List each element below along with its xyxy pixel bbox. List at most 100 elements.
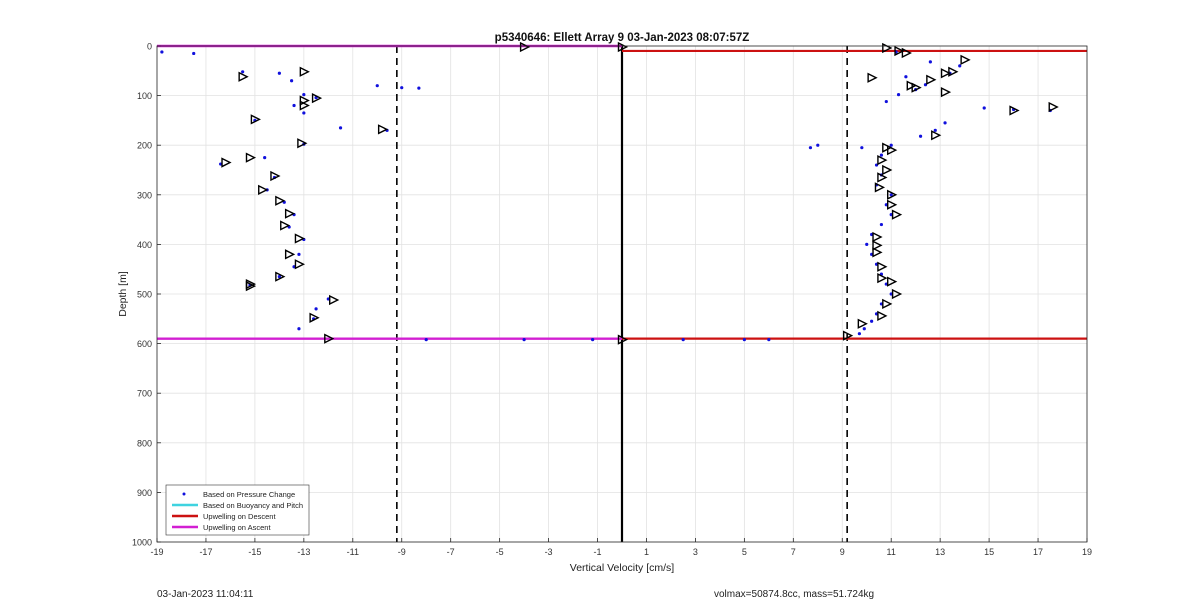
- pressure-point: [816, 143, 820, 147]
- triangle-marker: [280, 220, 291, 231]
- y-tick-label: 0: [147, 42, 152, 52]
- y-tick-label: 600: [137, 339, 152, 349]
- x-tick-label: 17: [1033, 547, 1043, 557]
- triangle-marker: [877, 310, 888, 321]
- pressure-point: [884, 99, 888, 104]
- triangle-marker: [926, 74, 937, 85]
- triangle-marker: [245, 280, 257, 292]
- triangle-marker: [872, 247, 883, 258]
- x-tick-label: 13: [935, 547, 945, 557]
- triangle-marker: [874, 182, 886, 193]
- x-tick-label: -17: [199, 547, 212, 557]
- legend: Based on Pressure Change Based on Buoyanc…: [165, 484, 310, 536]
- pressure-point: [808, 146, 813, 150]
- pressure-point: [417, 86, 421, 90]
- y-tick-label: 200: [137, 141, 152, 151]
- pressure-point: [160, 50, 164, 54]
- triangle-marker: [309, 312, 320, 323]
- y-tick-label: 700: [137, 389, 152, 399]
- y-axis-label: Depth [m]: [117, 271, 129, 317]
- pressure-point: [292, 103, 296, 108]
- pressure-point: [857, 332, 861, 336]
- triangle-marker: [329, 294, 340, 306]
- pressure-point: [338, 126, 343, 130]
- pressure-point: [958, 64, 962, 68]
- triangle-marker: [324, 333, 335, 344]
- x-tick-label: -9: [398, 547, 406, 557]
- triangle-marker: [931, 130, 942, 141]
- pressure-point: [263, 156, 267, 160]
- triangle-marker: [887, 145, 898, 156]
- x-tick-label: -5: [496, 547, 504, 557]
- pressure-point: [290, 79, 294, 83]
- triangle-marker: [284, 208, 296, 219]
- triangle-marker: [867, 72, 878, 83]
- x-tick-label: -15: [248, 547, 261, 557]
- pressure-point: [889, 193, 893, 197]
- triangle-marker: [891, 288, 903, 300]
- legend-label: Upwelling on Ascent: [203, 523, 271, 532]
- footer-stats: volmax=50874.8cc, mass=51.724kg: [714, 589, 875, 600]
- triangle-marker: [948, 66, 959, 77]
- triangle-marker: [377, 124, 389, 135]
- axis-ticks: -19 -17 -15 -13 -11 -9 -7 -5 -3 -1 1 3 5 7 9 11 13 15 17 19…: [132, 42, 1092, 558]
- pressure-point: [591, 338, 595, 342]
- triangle-marker: [882, 142, 893, 153]
- pressure-point: [879, 153, 884, 157]
- pressure-point: [928, 60, 932, 64]
- y-tick-label: 800: [137, 438, 152, 448]
- pressure-point: [918, 134, 923, 138]
- triangle-marker: [311, 92, 323, 104]
- pressure-point: [896, 93, 901, 97]
- pressure-point: [277, 71, 281, 75]
- triangle-marker: [299, 66, 310, 77]
- x-tick-label: 15: [984, 547, 994, 557]
- triangle-marker: [297, 138, 308, 149]
- pressure-point: [241, 70, 245, 74]
- triangle-marker: [294, 233, 306, 244]
- pressure-point: [904, 75, 908, 79]
- triangle-marker: [250, 114, 261, 125]
- triangle-marker: [872, 240, 883, 251]
- y-tick-label: 900: [137, 488, 152, 498]
- triangle-marker: [901, 47, 912, 59]
- x-tick-label: 1: [644, 547, 649, 557]
- triangle-marker: [940, 86, 952, 98]
- triangle-marker: [275, 271, 286, 282]
- triangle-marker: [1009, 105, 1020, 116]
- y-tick-label: 1000: [132, 538, 152, 548]
- pressure-point: [982, 106, 986, 110]
- x-axis-label: Vertical Velocity [cm/s]: [570, 562, 675, 574]
- x-tick-label: -7: [447, 547, 455, 557]
- legend-label: Based on Pressure Change: [203, 490, 295, 499]
- triangle-marker: [887, 199, 898, 210]
- x-tick-label: -19: [150, 547, 163, 557]
- triangle-marker: [294, 259, 306, 270]
- legend-label: Upwelling on Descent: [203, 512, 276, 521]
- legend-label: Based on Buoyancy and Pitch: [203, 501, 303, 510]
- footer-timestamp: 03-Jan-2023 11:04:11: [157, 589, 254, 600]
- triangle-marker: [882, 298, 893, 310]
- triangle-marker: [270, 170, 281, 182]
- pressure-point: [302, 111, 306, 115]
- triangle-markers: [221, 41, 1059, 345]
- pressure-point: [862, 327, 866, 331]
- x-tick-label: 7: [791, 547, 796, 557]
- data-points: [160, 50, 1052, 342]
- triangle-marker: [238, 71, 249, 82]
- pressure-point: [192, 51, 196, 56]
- triangle-marker: [887, 276, 898, 287]
- pressure-point: [879, 222, 884, 227]
- x-tick-label: 9: [840, 547, 845, 557]
- triangle-marker: [221, 157, 232, 168]
- x-tick-label: -1: [594, 547, 602, 557]
- triangle-marker: [284, 249, 296, 260]
- pressure-point: [742, 338, 746, 342]
- pressure-point: [681, 338, 685, 342]
- triangle-marker: [617, 41, 629, 53]
- triangle-marker: [877, 172, 888, 183]
- triangle-marker: [519, 41, 531, 53]
- x-tick-label: 19: [1082, 547, 1092, 557]
- triangle-marker: [887, 189, 898, 200]
